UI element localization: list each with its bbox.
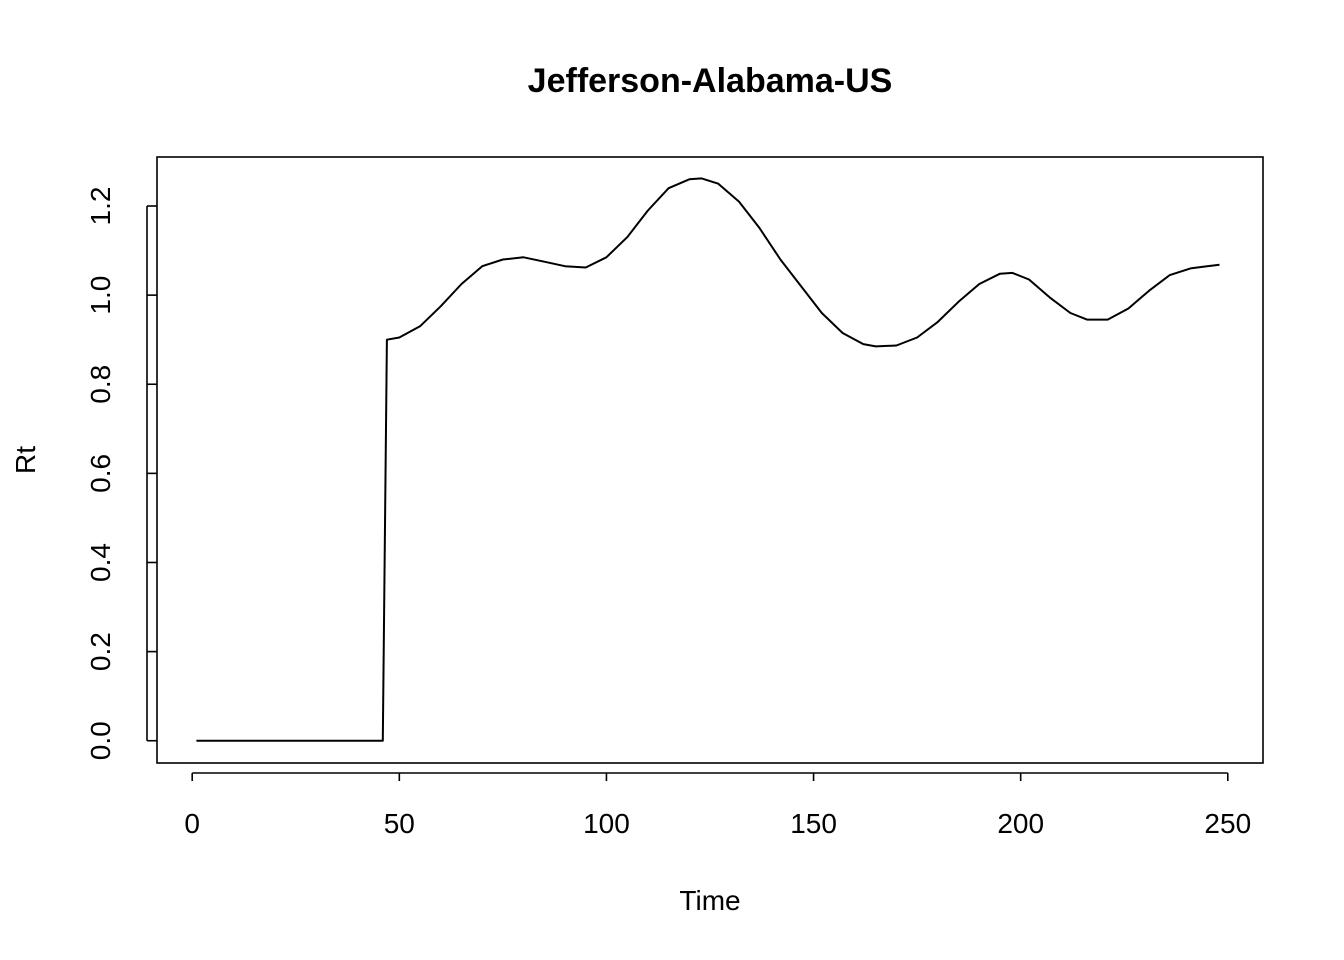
x-tick-label: 0 [184,808,200,839]
series-layer [196,177,1220,742]
chart-title: Jefferson-Alabama-US [528,62,893,100]
x-tick-label: 250 [1204,808,1251,839]
x-tick-label: 150 [790,808,837,839]
y-tick-label: 0.2 [85,632,116,671]
x-axis-label: Time [679,885,740,916]
x-tick-label: 100 [583,808,630,839]
y-tick-label: 0.4 [85,543,116,582]
y-tick-label: 1.0 [85,276,116,315]
y-axis: 0.0 0.2 0.4 0.6 0.8 1.0 1.2 [85,187,157,760]
y-tick-label: 0.6 [85,454,116,493]
x-tick-label: 200 [997,808,1044,839]
plot-frame [156,156,1264,764]
x-axis: 0 50 100 150 200 250 [184,772,1251,839]
x-tick-label: 50 [384,808,415,839]
series-line [196,177,1220,742]
y-axis-label: Rt [10,446,41,474]
y-tick-label: 1.2 [85,187,116,226]
y-tick-label: 0.8 [85,365,116,404]
y-tick-label: 0.0 [85,721,116,760]
